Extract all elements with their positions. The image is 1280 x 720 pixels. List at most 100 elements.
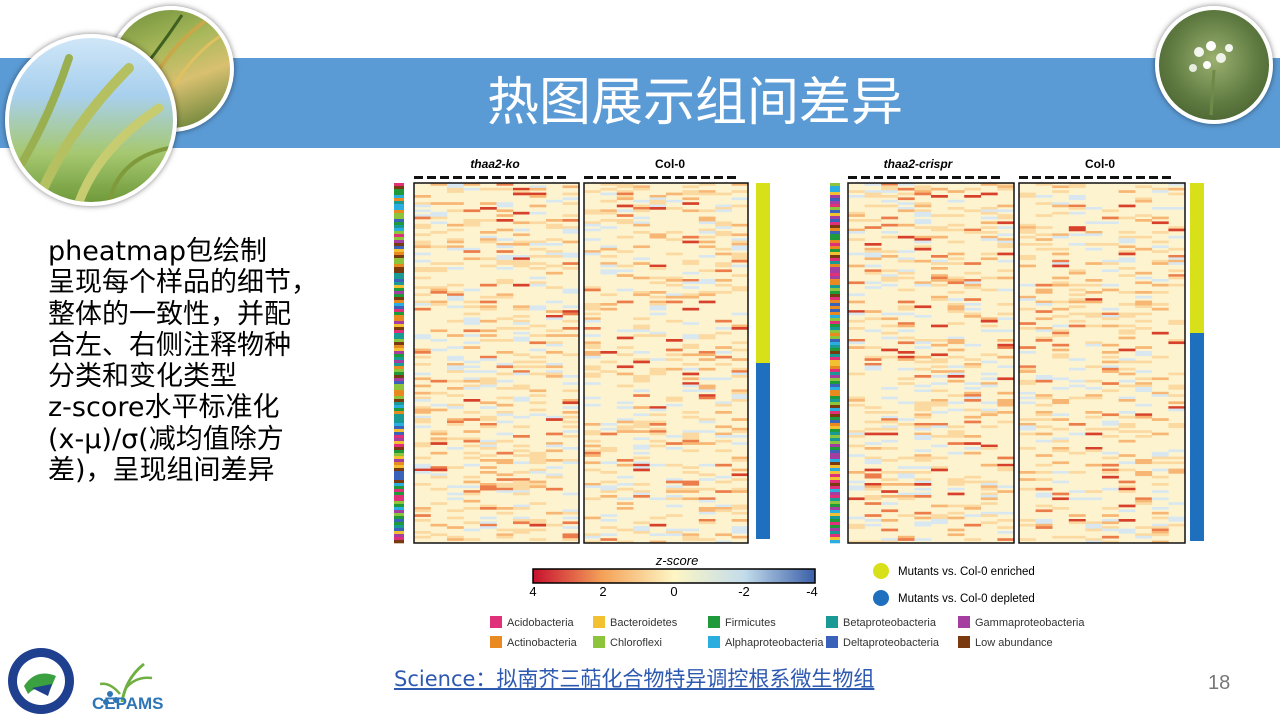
heatmap-cell — [864, 247, 882, 251]
heatmap-cell — [633, 447, 650, 450]
heatmap-cell — [600, 219, 618, 222]
taxa-annotation-right — [830, 480, 840, 484]
heatmap-cell — [864, 358, 882, 361]
heatmap-cell — [463, 379, 481, 383]
heatmap-cell — [1151, 303, 1169, 306]
heatmap-cell — [1135, 185, 1153, 189]
heatmap-cell — [682, 286, 700, 289]
heatmap-cell — [1035, 418, 1053, 421]
heatmap-cell — [897, 418, 915, 421]
taxa-annotation-right — [830, 303, 840, 307]
heatmap-cell — [931, 228, 948, 232]
taxa-annotation-left — [394, 309, 404, 313]
taxa-annotation-left — [394, 417, 404, 421]
heatmap-cell — [546, 363, 563, 366]
taxa-annotation-left — [394, 504, 404, 508]
heatmap-cell — [546, 473, 563, 477]
heatmap-cell — [914, 281, 932, 285]
heatmap-cell — [649, 444, 667, 448]
heatmap-cell — [447, 293, 464, 297]
heatmap-cell — [897, 475, 915, 479]
heatmap-cell — [715, 504, 732, 508]
heatmap-cell — [562, 305, 580, 309]
heatmap-cell — [1052, 447, 1070, 450]
heatmap-cell — [1035, 238, 1053, 241]
body-text: pheatmap包绘制 呈现每个样品的细节， 整体的一致性，并配 合左、右侧注释… — [48, 236, 378, 486]
heatmap-cell — [914, 238, 932, 241]
heatmap-cell — [546, 511, 563, 515]
taxa-annotation-left — [394, 531, 404, 535]
heatmap-cell — [881, 283, 899, 287]
heatmap-cell — [698, 384, 716, 388]
heatmap-cell — [881, 250, 899, 253]
heatmap-cell — [414, 223, 431, 227]
heatmap-cell — [414, 471, 431, 474]
heatmap-cell — [947, 228, 965, 232]
heatmap-cell — [914, 415, 932, 419]
heatmap-cell — [731, 348, 749, 352]
heatmap-cell — [513, 327, 530, 330]
taxa-annotation-right — [830, 321, 840, 325]
heatmap-cell — [914, 466, 932, 469]
heatmap-right-col0-border — [1018, 182, 1186, 544]
heatmap-cell — [1135, 214, 1153, 217]
heatmap-cell — [682, 293, 700, 297]
heatmap-cell — [414, 411, 431, 414]
taxa-annotation-right — [830, 399, 840, 403]
heatmap-cell — [1085, 343, 1103, 347]
heatmap-cell — [731, 528, 749, 532]
heatmap-cell — [414, 334, 431, 337]
heatmap-cell — [997, 343, 1015, 347]
heatmap-cell — [666, 339, 683, 342]
heatmap-cell — [546, 250, 563, 253]
heatmap-cell — [1118, 490, 1136, 493]
taxa-annotation-right — [830, 444, 840, 448]
heatmap-cell — [562, 226, 580, 229]
heatmap-cell — [698, 418, 716, 421]
heatmap-cell — [864, 411, 882, 414]
source-link[interactable]: Science：拟南芥三萜化合物特异调控根系微生物组 — [394, 667, 875, 691]
heatmap-cell — [600, 526, 618, 529]
heatmap-cell — [1035, 504, 1053, 508]
heatmap-cell — [414, 214, 431, 217]
heatmap-cell — [881, 415, 899, 419]
heatmap-cell — [480, 379, 497, 383]
heatmap-cell — [1085, 341, 1103, 345]
heatmap-cell — [682, 483, 700, 486]
taxa-annotation-left — [394, 489, 404, 493]
heatmap-cell — [1019, 327, 1036, 330]
heatmap-cell — [1135, 291, 1153, 294]
heatmap-cell — [463, 507, 481, 510]
heatmap-cell — [496, 533, 514, 537]
heatmap-cell — [529, 456, 547, 460]
heatmap-cell — [947, 487, 965, 491]
colorbar-title: z-score — [655, 553, 699, 568]
heatmap-cell — [1151, 221, 1169, 225]
heatmap-cell — [698, 396, 716, 400]
heatmap-cell — [698, 387, 716, 390]
heatmap-cell — [931, 274, 948, 277]
heatmap-cell — [1102, 262, 1119, 265]
heatmap-cell — [447, 387, 464, 390]
taxa-annotation-left — [394, 225, 404, 229]
heatmap-cell — [600, 447, 618, 450]
heatmap-cell — [1151, 262, 1169, 265]
heatmap-cell — [414, 415, 431, 419]
heatmap-cell — [897, 377, 915, 381]
taxa-annotation-left — [394, 207, 404, 211]
heatmap-cell — [529, 307, 547, 311]
heatmap-cell — [1151, 291, 1169, 294]
taxa-annotation-right — [830, 201, 840, 205]
heatmap-cell — [562, 430, 580, 433]
sample-tick — [453, 176, 462, 179]
heatmap-cell — [1019, 425, 1036, 429]
heatmap-cell — [1035, 432, 1053, 436]
heatmap-cell — [616, 353, 634, 357]
heatmap-cell — [562, 425, 580, 429]
heatmap-cell — [600, 427, 618, 431]
heatmap-cell — [496, 295, 514, 299]
heatmap-cell — [1068, 233, 1086, 237]
heatmap-cell — [430, 291, 448, 294]
heatmap-cell — [682, 471, 700, 474]
heatmap-cell — [600, 192, 618, 196]
